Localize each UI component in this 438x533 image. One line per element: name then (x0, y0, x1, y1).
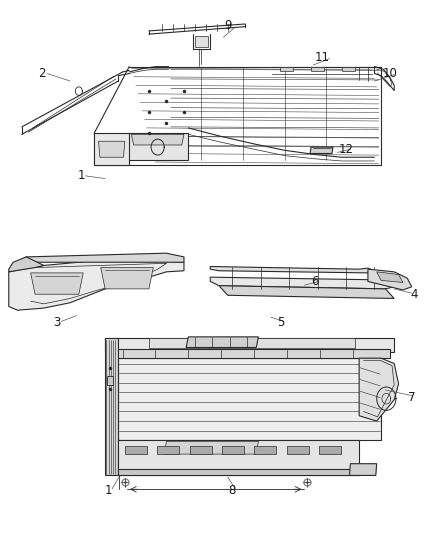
Polygon shape (310, 147, 333, 154)
Polygon shape (210, 277, 394, 289)
Polygon shape (219, 286, 394, 298)
Polygon shape (9, 261, 184, 310)
Polygon shape (127, 133, 188, 160)
Text: 1: 1 (77, 169, 85, 182)
Polygon shape (105, 338, 118, 475)
Text: 5: 5 (277, 316, 284, 329)
Polygon shape (105, 338, 394, 352)
Polygon shape (164, 441, 258, 454)
Polygon shape (377, 272, 403, 282)
Polygon shape (107, 376, 113, 385)
Text: 3: 3 (53, 316, 60, 329)
Polygon shape (350, 464, 377, 475)
Polygon shape (131, 134, 184, 145)
Polygon shape (186, 337, 258, 348)
Polygon shape (210, 266, 377, 273)
Polygon shape (195, 36, 208, 47)
Polygon shape (125, 446, 147, 454)
Polygon shape (99, 141, 125, 157)
Polygon shape (9, 257, 44, 272)
Text: 2: 2 (38, 67, 46, 80)
Text: 6: 6 (311, 275, 319, 288)
Polygon shape (190, 446, 212, 454)
Polygon shape (319, 446, 341, 454)
Text: 11: 11 (314, 51, 329, 64)
Text: 1: 1 (105, 484, 113, 497)
Polygon shape (149, 338, 355, 348)
Polygon shape (342, 67, 355, 71)
Polygon shape (157, 446, 179, 454)
Polygon shape (359, 358, 399, 421)
Polygon shape (287, 446, 309, 454)
Polygon shape (31, 273, 83, 294)
Text: 8: 8 (229, 484, 236, 497)
Text: 4: 4 (410, 288, 418, 301)
Polygon shape (114, 349, 390, 358)
Text: 12: 12 (339, 143, 353, 156)
Text: 10: 10 (382, 67, 397, 80)
Polygon shape (101, 268, 153, 289)
Text: 7: 7 (408, 391, 416, 403)
Polygon shape (118, 358, 381, 440)
Polygon shape (368, 269, 412, 290)
Polygon shape (18, 253, 184, 262)
Polygon shape (118, 440, 359, 475)
Polygon shape (280, 67, 293, 71)
Polygon shape (118, 469, 359, 475)
Polygon shape (94, 133, 129, 165)
Text: 9: 9 (224, 19, 232, 32)
Polygon shape (254, 446, 276, 454)
Polygon shape (222, 446, 244, 454)
Polygon shape (311, 67, 324, 71)
